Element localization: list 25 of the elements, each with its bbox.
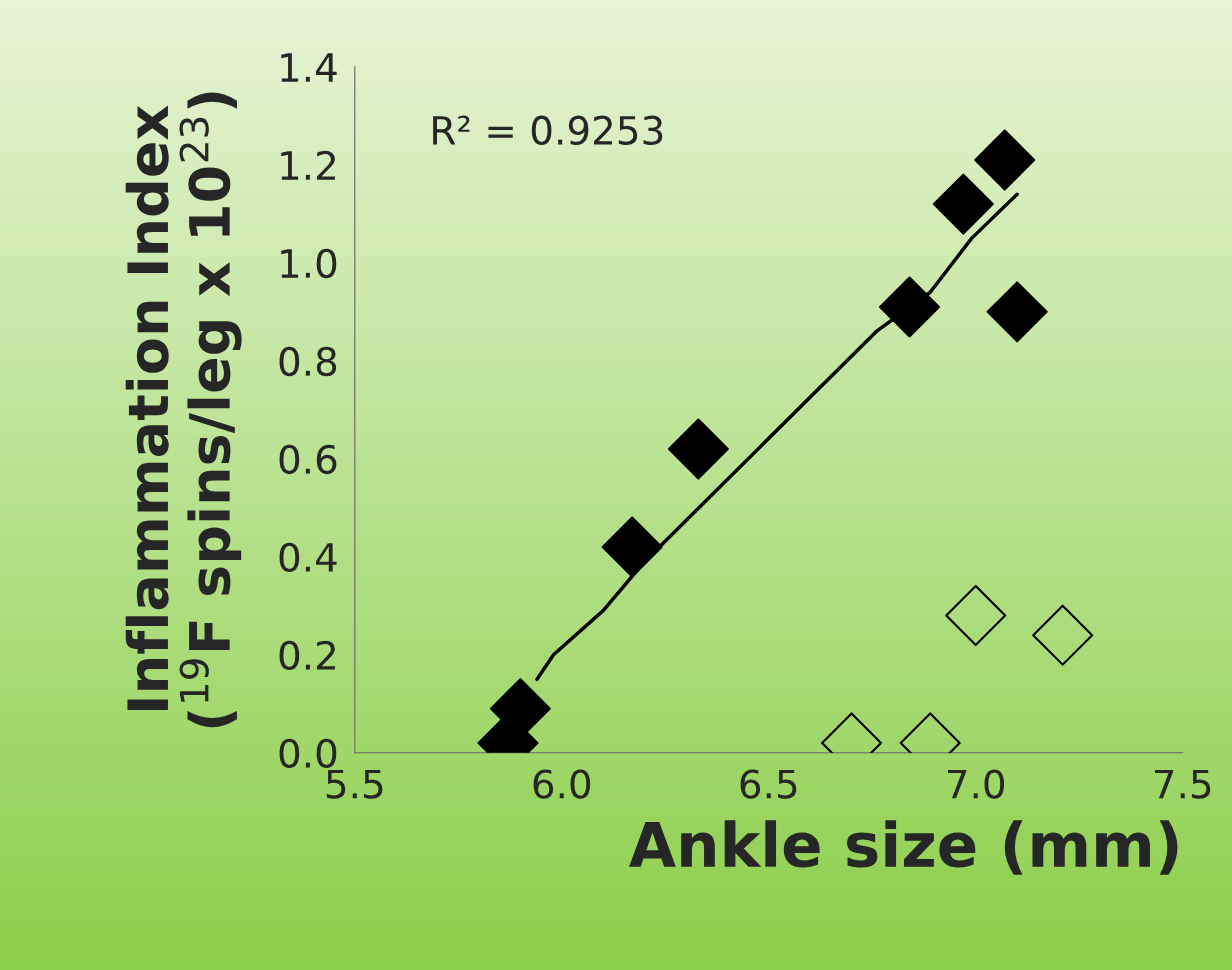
y-tick-label: 0.8 — [279, 346, 337, 377]
x-tick-label: 6.0 — [533, 769, 591, 799]
y-tick-label: 1.0 — [281, 248, 337, 279]
point — [879, 276, 941, 338]
y-tick-label: 0.4 — [279, 542, 337, 573]
point — [974, 129, 1036, 191]
x-tick-label: 6.5 — [740, 769, 797, 799]
x-tick-label: 5.5 — [326, 769, 383, 799]
x-axis-title: Ankle size (mm) — [629, 820, 1178, 875]
y-tick-label: 1.2 — [281, 150, 335, 180]
line-series — [535, 192, 1019, 681]
y-tick-label: 0.6 — [279, 444, 337, 475]
point — [667, 418, 729, 480]
y-axis-title: Inflammation Index ($^{19}$F spins/leg x 10$^{23}$) — [125, 92, 242, 728]
annotation: R² = 0.9253 — [433, 115, 663, 146]
point — [945, 585, 1007, 647]
point — [932, 173, 994, 235]
x-tick-label: 7.0 — [948, 769, 1005, 799]
x-tick-label: 7.5 — [1154, 769, 1211, 799]
point — [1032, 604, 1094, 666]
point — [601, 516, 663, 578]
y-tick-label: 0.2 — [279, 640, 335, 671]
point — [986, 281, 1048, 343]
y-tick-label: 1.4 — [281, 53, 337, 82]
y-tick-label: 0.0 — [279, 738, 337, 769]
